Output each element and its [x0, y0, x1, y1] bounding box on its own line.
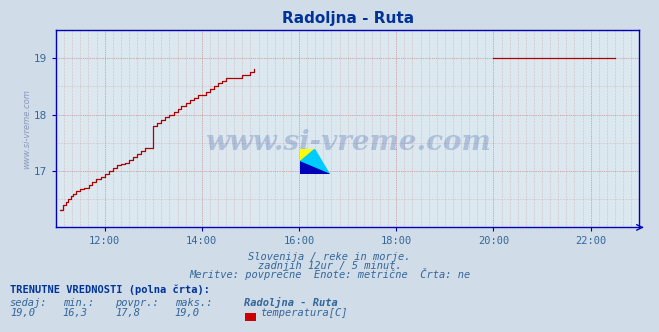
- Text: sedaj:: sedaj:: [10, 298, 47, 308]
- Text: min.:: min.:: [63, 298, 94, 308]
- Text: 16,3: 16,3: [63, 308, 88, 318]
- Polygon shape: [300, 149, 315, 162]
- Polygon shape: [300, 149, 330, 174]
- Text: zadnjih 12ur / 5 minut.: zadnjih 12ur / 5 minut.: [258, 261, 401, 271]
- Text: maks.:: maks.:: [175, 298, 212, 308]
- Text: povpr.:: povpr.:: [115, 298, 159, 308]
- Text: 17,8: 17,8: [115, 308, 140, 318]
- Text: Slovenija / reke in morje.: Slovenija / reke in morje.: [248, 252, 411, 262]
- Text: 19,0: 19,0: [175, 308, 200, 318]
- Text: Meritve: povprečne  Enote: metrične  Črta: ne: Meritve: povprečne Enote: metrične Črta:…: [189, 268, 470, 280]
- Polygon shape: [300, 162, 330, 174]
- Text: TRENUTNE VREDNOSTI (polna črta):: TRENUTNE VREDNOSTI (polna črta):: [10, 284, 210, 295]
- Y-axis label: www.si-vreme.com: www.si-vreme.com: [22, 89, 31, 169]
- Text: www.si-vreme.com: www.si-vreme.com: [205, 129, 490, 156]
- Text: temperatura[C]: temperatura[C]: [260, 308, 348, 318]
- Title: Radoljna - Ruta: Radoljna - Ruta: [281, 11, 414, 26]
- Text: 19,0: 19,0: [10, 308, 35, 318]
- Text: Radoljna - Ruta: Radoljna - Ruta: [244, 297, 337, 308]
